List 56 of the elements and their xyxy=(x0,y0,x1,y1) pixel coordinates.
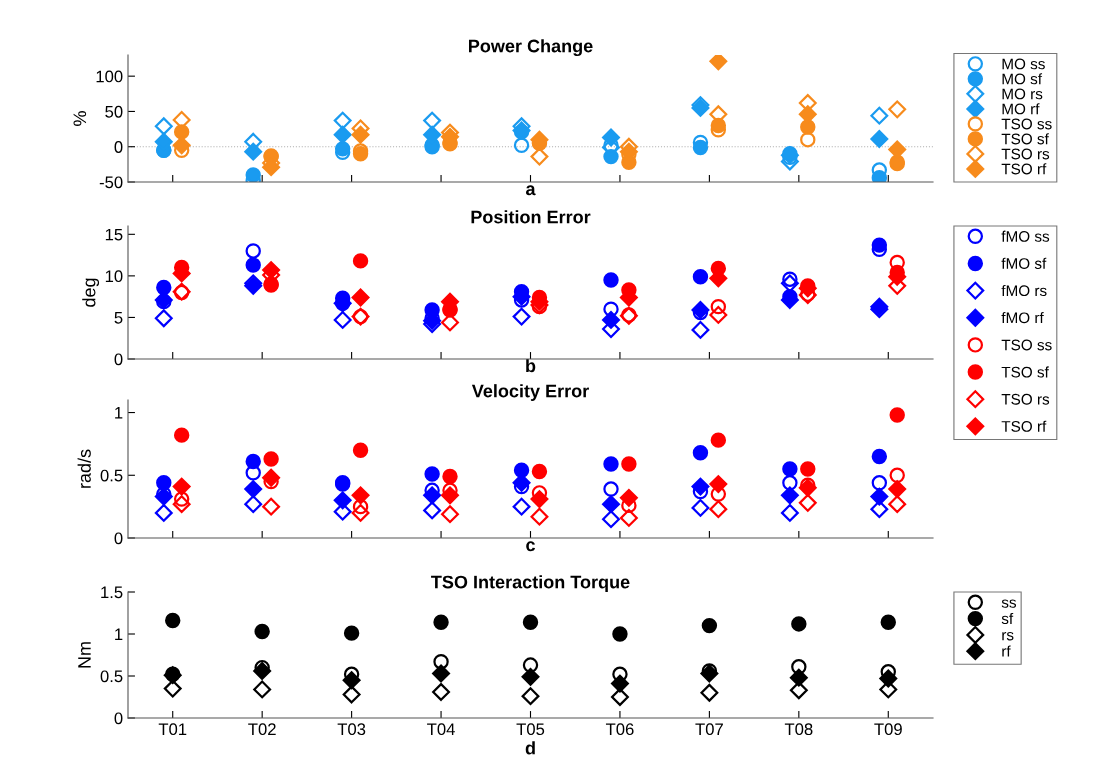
x-tick-label: T01 xyxy=(158,723,187,736)
chart-title: Velocity Error xyxy=(471,384,589,401)
x-axis-title: a xyxy=(526,185,536,196)
legend-label: TSO ss xyxy=(1001,339,1052,351)
y-tick-label: 1 xyxy=(115,407,123,419)
x-tick-label: T08 xyxy=(784,723,813,736)
x-tick-label: T03 xyxy=(337,723,366,736)
y-axis-title: Nm xyxy=(78,642,91,668)
legend-label: MO rf xyxy=(1002,103,1040,115)
x-tick-label: T02 xyxy=(248,723,276,736)
legend-label: TSO rs xyxy=(1001,393,1050,405)
x-axis-title: d xyxy=(525,741,535,755)
y-tick-label: 0 xyxy=(114,712,123,725)
y-tick-label: 0.5 xyxy=(100,469,123,482)
chart-title: TSO Interaction Torque xyxy=(431,575,630,592)
legend-label: TSO sf xyxy=(1001,133,1049,145)
legend-label: MO sf xyxy=(1002,73,1043,85)
y-tick-label: 0 xyxy=(114,141,123,153)
legend-label: rs xyxy=(1002,632,1014,641)
y-tick-label: 10 xyxy=(105,270,123,283)
y-tick-label: 100 xyxy=(96,70,123,83)
legend-label: TSO rf xyxy=(1001,420,1047,432)
legend-label: ss xyxy=(1001,599,1017,608)
x-axis-title: b xyxy=(526,359,536,373)
legend-label: fMO rf xyxy=(1001,312,1044,324)
legend-label: TSO rs xyxy=(1001,148,1050,160)
y-tick-label: 0 xyxy=(114,532,123,545)
x-tick-label: T09 xyxy=(874,723,902,736)
legend-label: TSO ss xyxy=(1001,118,1052,130)
chart-title: Power Change xyxy=(469,39,593,57)
y-tick-label: 15 xyxy=(105,228,123,241)
legend-label: fMO sf xyxy=(1001,257,1047,269)
y-axis-title: % xyxy=(73,111,87,126)
x-tick-label: T04 xyxy=(427,723,455,736)
y-tick-label: 5 xyxy=(114,312,123,324)
legend-label: rf xyxy=(1002,645,1011,657)
x-tick-label: T07 xyxy=(695,723,723,736)
legend-label: MO rs xyxy=(1002,88,1043,100)
legend-label: MO ss xyxy=(1002,58,1045,70)
x-tick-label: T05 xyxy=(516,723,545,736)
y-tick-label: 0 xyxy=(114,353,123,366)
y-tick-label: 1 xyxy=(115,628,123,641)
legend-label: sf xyxy=(1001,612,1014,625)
y-tick-label: 0.5 xyxy=(100,670,123,683)
chart-title: Position Error xyxy=(471,210,591,224)
legend-label: fMO ss xyxy=(1001,230,1050,242)
y-tick-label: 50 xyxy=(105,105,123,118)
y-axis-title: rad/s xyxy=(77,449,91,488)
legend-label: fMO rs xyxy=(1001,284,1047,297)
y-axis-title: deg xyxy=(82,278,100,307)
y-tick-label: -50 xyxy=(99,176,123,189)
y-tick-label: 1.5 xyxy=(101,586,123,599)
x-axis-title: c xyxy=(526,541,535,552)
legend-label: TSO sf xyxy=(1001,366,1049,378)
x-tick-label: T06 xyxy=(605,723,634,736)
legend-label: TSO rf xyxy=(1001,163,1047,175)
